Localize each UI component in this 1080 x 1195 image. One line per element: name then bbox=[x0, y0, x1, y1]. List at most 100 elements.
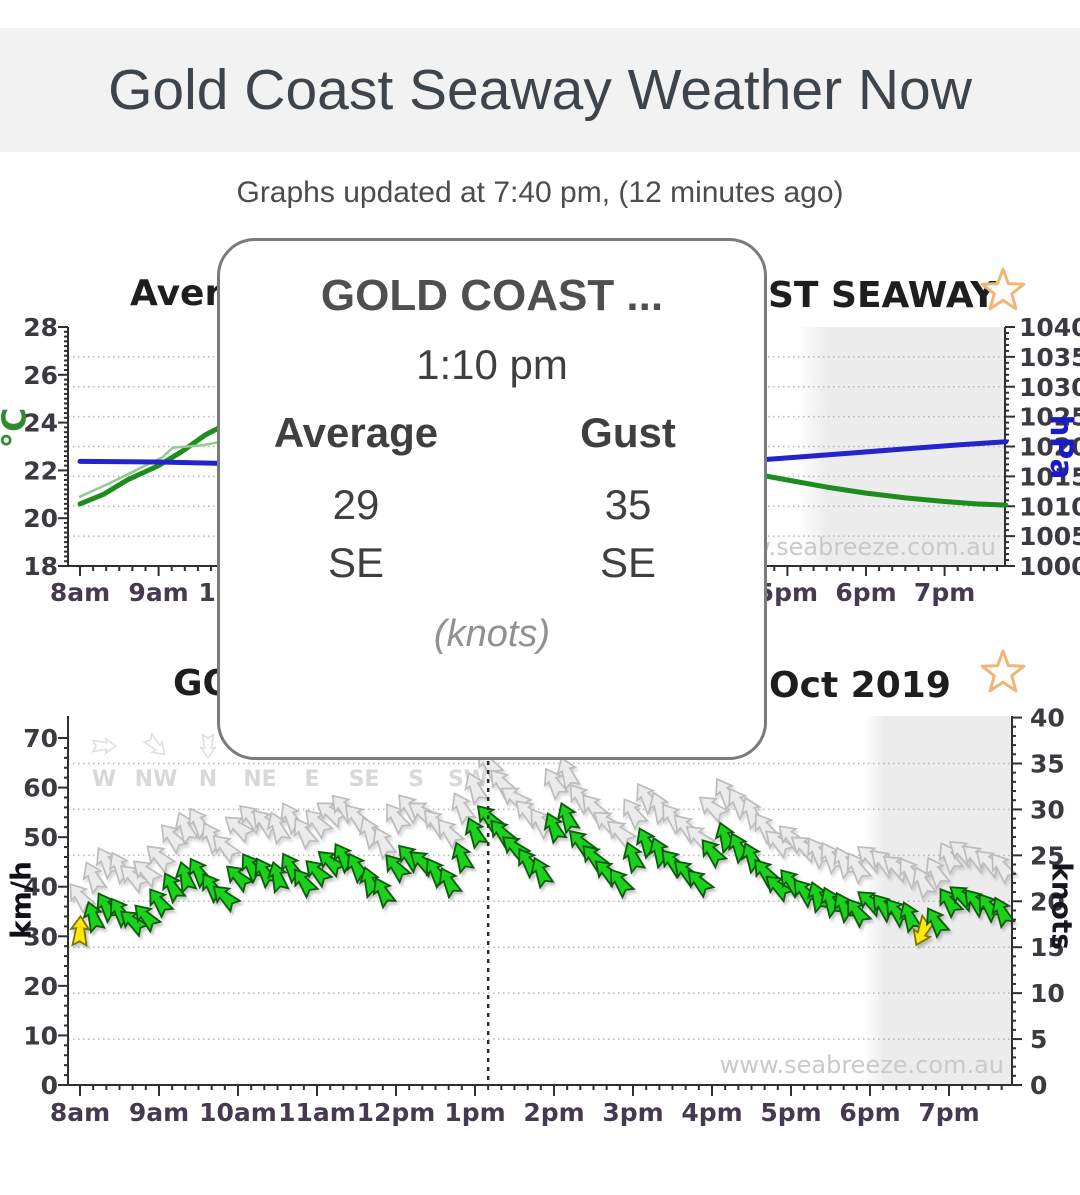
wind-arrow-average bbox=[687, 869, 716, 899]
wind-arrow-average bbox=[701, 839, 729, 870]
svg-text:11am: 11am bbox=[278, 1098, 356, 1127]
header-band: Gold Coast Seaway Weather Now bbox=[0, 28, 1080, 152]
favorite-star-icon[interactable] bbox=[978, 648, 1028, 696]
wind-arrow-gust bbox=[372, 826, 398, 861]
svg-text:1010: 1010 bbox=[1019, 492, 1080, 521]
svg-text:NW: NW bbox=[135, 767, 178, 792]
wind-arrow-gust bbox=[437, 818, 466, 851]
wind-arrow-average bbox=[225, 865, 256, 894]
svg-text:SE: SE bbox=[349, 767, 380, 792]
wind-arrow-gust bbox=[623, 798, 650, 831]
wind-arrow-average bbox=[317, 851, 348, 879]
wind-arrow-gust bbox=[464, 771, 490, 806]
svg-text:8am: 8am bbox=[50, 578, 110, 607]
wind-arrow-gust bbox=[530, 808, 558, 841]
temp-pressure-chart-title-right: ST SEAWAY bbox=[768, 275, 997, 316]
wind-arrow-average bbox=[978, 893, 1005, 925]
svg-text:60: 60 bbox=[23, 774, 58, 803]
svg-text:1040: 1040 bbox=[1019, 313, 1080, 342]
svg-text:W: W bbox=[92, 767, 116, 792]
svg-text:7pm: 7pm bbox=[914, 578, 975, 607]
wind-arrow-average bbox=[543, 812, 568, 845]
svg-text:10: 10 bbox=[23, 1021, 58, 1050]
popup-average-direction: SE bbox=[327, 539, 385, 586]
wind-arrow-average bbox=[885, 898, 913, 929]
svg-text:3pm: 3pm bbox=[602, 1098, 663, 1127]
svg-text:35: 35 bbox=[1030, 749, 1065, 778]
popup-gust-value: 35 bbox=[604, 481, 652, 528]
updated-status: Graphs updated at 7:40 pm, (12 minutes a… bbox=[236, 176, 844, 209]
wind-arrow-average bbox=[438, 867, 464, 900]
wind-arrow-average bbox=[765, 875, 796, 904]
wind-reading-popup[interactable]: GOLD COAST ... 1:10 pm Average Gust 29 3… bbox=[217, 238, 767, 760]
wind-arrow-gust bbox=[212, 835, 243, 865]
wind-arrow-gust bbox=[451, 792, 477, 826]
favorite-star-icon[interactable] bbox=[978, 266, 1028, 314]
wind-arrow-average bbox=[119, 910, 151, 938]
wind-arrow-gust bbox=[69, 883, 97, 915]
wind-chart: WNWNNEESESSW0102030405060700510152025303… bbox=[23, 704, 1065, 1127]
svg-text:9am: 9am bbox=[128, 578, 188, 607]
popup-station-title: GOLD COAST ... bbox=[320, 271, 664, 320]
svg-text:50: 50 bbox=[23, 823, 58, 852]
svg-text:N: N bbox=[199, 767, 217, 792]
gust-arrows bbox=[69, 749, 1019, 915]
svg-text:24: 24 bbox=[23, 409, 58, 438]
svg-text:40: 40 bbox=[1030, 704, 1065, 733]
wind-arrow-average bbox=[530, 856, 555, 890]
svg-text:1025: 1025 bbox=[1019, 403, 1080, 432]
wind-arrow-average bbox=[372, 876, 398, 910]
svg-text:40: 40 bbox=[23, 873, 58, 902]
wind-arrow-gust bbox=[132, 860, 164, 889]
svg-text:15: 15 bbox=[1030, 933, 1065, 962]
wind-arrow-average bbox=[82, 900, 106, 935]
wind-arrow-average bbox=[622, 841, 647, 875]
svg-text:8am: 8am bbox=[50, 1098, 110, 1127]
svg-text:S: S bbox=[408, 767, 424, 792]
wind-arrow-gust bbox=[991, 853, 1019, 886]
popup-units-note: (knots) bbox=[433, 613, 551, 655]
svg-text:1015: 1015 bbox=[1019, 462, 1080, 491]
svg-text:10: 10 bbox=[1030, 979, 1065, 1008]
svg-text:70: 70 bbox=[23, 724, 58, 753]
svg-text:9am: 9am bbox=[129, 1098, 189, 1127]
wind-arrow-gust bbox=[543, 767, 570, 801]
wind-arrow-average bbox=[464, 817, 489, 850]
svg-text:1035: 1035 bbox=[1019, 343, 1080, 372]
wind-arrow-gust bbox=[266, 811, 292, 846]
hpa-axis-label: hPa bbox=[1043, 414, 1079, 480]
page-title: Gold Coast Seaway Weather Now bbox=[108, 58, 972, 122]
svg-text:E: E bbox=[304, 767, 319, 792]
svg-text:20: 20 bbox=[1030, 887, 1065, 916]
svg-text:22: 22 bbox=[23, 456, 58, 485]
svg-text:20: 20 bbox=[23, 504, 58, 533]
svg-text:10am: 10am bbox=[199, 1098, 277, 1127]
svg-text:25: 25 bbox=[1030, 841, 1065, 870]
celsius-axis-label: °C bbox=[0, 407, 34, 449]
wind-arrow-average bbox=[212, 885, 242, 914]
svg-text:5pm: 5pm bbox=[760, 1098, 821, 1127]
wind-arrow-average bbox=[793, 878, 821, 910]
wind-arrow-average bbox=[991, 896, 1016, 930]
svg-text:4pm: 4pm bbox=[681, 1098, 742, 1127]
svg-text:26: 26 bbox=[23, 361, 58, 390]
wind-arrow-average bbox=[899, 901, 924, 935]
svg-text:12pm: 12pm bbox=[357, 1098, 436, 1127]
wind-arrow-average-yellow bbox=[69, 914, 92, 948]
wind-arrow-average bbox=[609, 868, 636, 900]
legend-arrow-nw bbox=[142, 732, 166, 756]
svg-text:30: 30 bbox=[1030, 795, 1065, 824]
wind-arrow-average bbox=[926, 907, 951, 940]
svg-text:6pm: 6pm bbox=[839, 1098, 900, 1127]
wind-arrow-average bbox=[134, 904, 163, 934]
legend-arrow-w bbox=[91, 737, 118, 755]
average-arrows bbox=[69, 801, 1016, 948]
wind-arrow-average bbox=[149, 888, 175, 920]
wind-arrow-gust bbox=[82, 861, 108, 896]
svg-text:5: 5 bbox=[1030, 1025, 1047, 1054]
popup-gust-direction: SE bbox=[599, 539, 657, 586]
svg-text:20: 20 bbox=[23, 972, 58, 1001]
svg-text:6pm: 6pm bbox=[835, 578, 896, 607]
wind-direction-legend: WNWNNEESESSW bbox=[91, 732, 488, 792]
